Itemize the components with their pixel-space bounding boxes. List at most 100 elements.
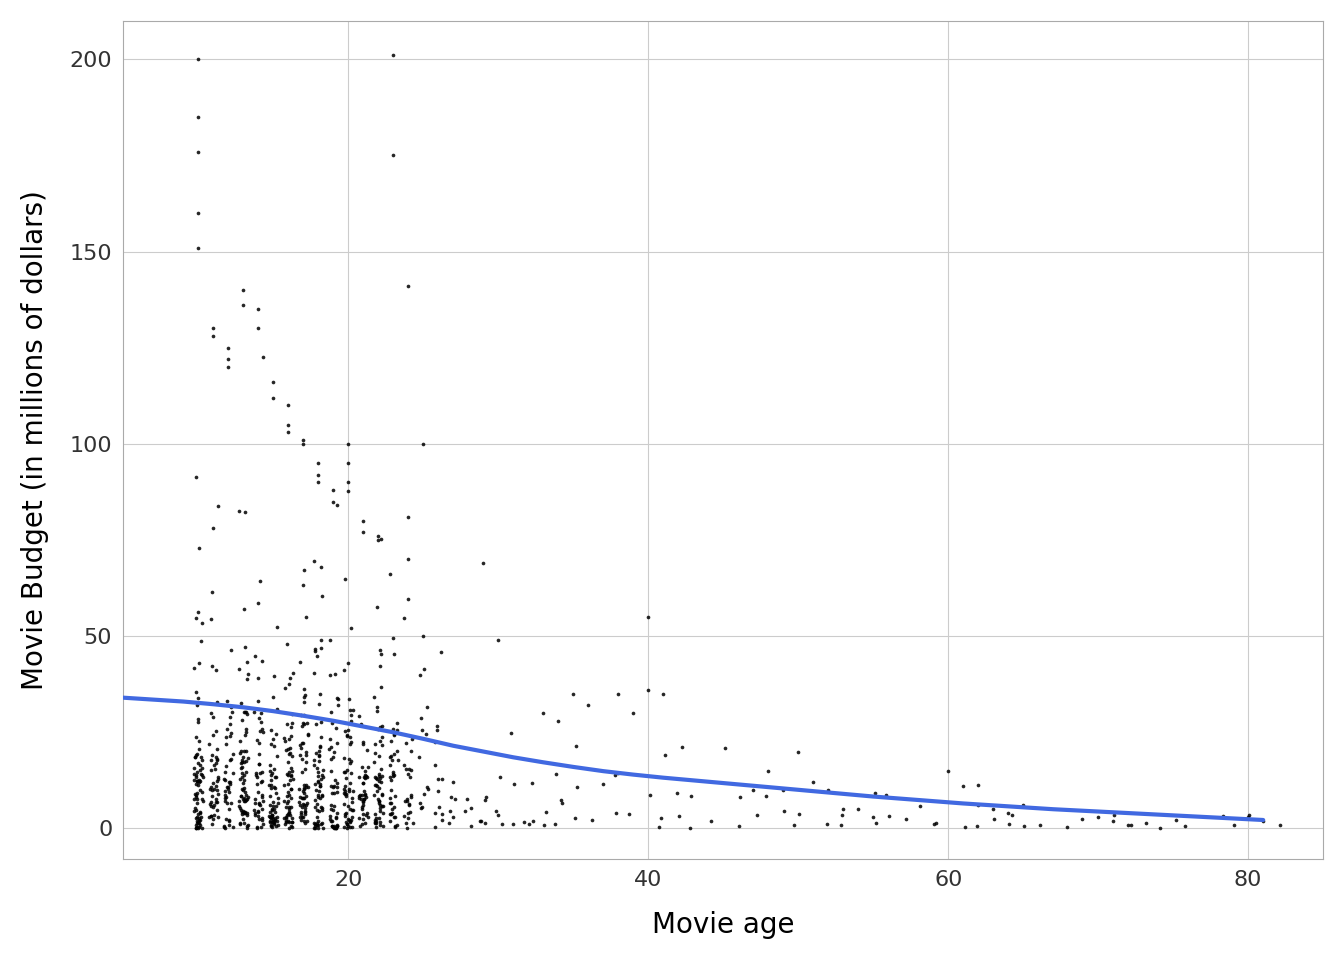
Point — [333, 662, 355, 678]
Point — [206, 779, 227, 794]
Point — [325, 818, 347, 833]
Point — [564, 738, 586, 754]
Point — [230, 745, 251, 760]
Point — [395, 735, 417, 751]
Point — [183, 760, 204, 776]
Point — [550, 792, 571, 807]
Point — [222, 766, 243, 781]
Point — [349, 818, 371, 833]
Point — [274, 810, 296, 826]
Point — [233, 750, 254, 765]
Point — [337, 811, 359, 827]
Point — [521, 775, 543, 790]
Point — [372, 799, 394, 814]
Point — [312, 762, 333, 778]
Point — [262, 765, 284, 780]
Point — [187, 815, 208, 830]
Point — [247, 301, 269, 317]
Point — [668, 808, 689, 824]
Point — [251, 787, 273, 803]
Point — [308, 783, 329, 799]
Point — [305, 745, 327, 760]
Point — [319, 808, 340, 824]
Point — [187, 777, 208, 792]
Point — [335, 786, 356, 802]
Point — [384, 788, 406, 804]
Point — [220, 725, 242, 740]
Point — [203, 328, 224, 344]
Point — [187, 814, 208, 829]
Point — [356, 770, 378, 785]
Point — [296, 813, 317, 828]
Point — [399, 797, 421, 812]
Point — [366, 771, 387, 786]
Point — [261, 807, 282, 823]
Point — [206, 752, 227, 767]
Point — [336, 816, 358, 831]
Point — [954, 819, 976, 834]
Point — [262, 803, 284, 818]
Point — [321, 814, 343, 829]
Point — [368, 818, 390, 833]
Point — [364, 806, 386, 822]
Point — [263, 780, 285, 795]
Point — [395, 821, 417, 836]
Point — [536, 804, 558, 820]
Point — [266, 702, 288, 717]
Point — [191, 615, 212, 631]
Point — [352, 513, 374, 528]
Point — [207, 786, 228, 802]
Point — [294, 801, 316, 816]
Point — [251, 816, 273, 831]
Point — [380, 802, 402, 817]
Point — [348, 770, 370, 785]
Point — [293, 562, 314, 577]
Point — [319, 741, 340, 756]
Point — [323, 818, 344, 833]
Point — [259, 797, 281, 812]
Point — [190, 773, 211, 788]
Point — [233, 791, 254, 806]
Point — [294, 804, 316, 820]
Point — [352, 812, 374, 828]
Point — [680, 788, 702, 804]
Point — [304, 753, 325, 768]
Point — [292, 764, 313, 780]
Point — [281, 715, 302, 731]
Point — [551, 795, 573, 810]
Point — [353, 815, 375, 830]
Point — [233, 793, 254, 808]
Point — [296, 609, 317, 624]
Point — [784, 818, 805, 833]
Point — [293, 695, 314, 710]
Point — [372, 805, 394, 821]
Point — [206, 749, 227, 764]
Point — [348, 708, 370, 724]
Point — [423, 805, 445, 821]
Point — [203, 776, 224, 791]
Point — [234, 755, 255, 770]
Point — [340, 765, 362, 780]
Point — [231, 765, 253, 780]
Point — [411, 800, 433, 815]
Point — [294, 803, 316, 818]
Point — [984, 811, 1005, 827]
Point — [293, 785, 314, 801]
Point — [352, 793, 374, 808]
Point — [273, 731, 294, 746]
Point — [308, 748, 329, 763]
Point — [184, 749, 206, 764]
Point — [233, 780, 254, 796]
Point — [261, 780, 282, 795]
Point — [246, 819, 267, 834]
Point — [250, 706, 271, 721]
Y-axis label: Movie Budget (in millions of dollars): Movie Budget (in millions of dollars) — [22, 190, 48, 690]
Point — [199, 809, 220, 825]
Point — [218, 784, 239, 800]
Point — [294, 816, 316, 831]
Point — [351, 759, 372, 775]
Point — [282, 665, 304, 681]
Point — [310, 640, 332, 656]
Point — [469, 813, 491, 828]
Point — [251, 789, 273, 804]
